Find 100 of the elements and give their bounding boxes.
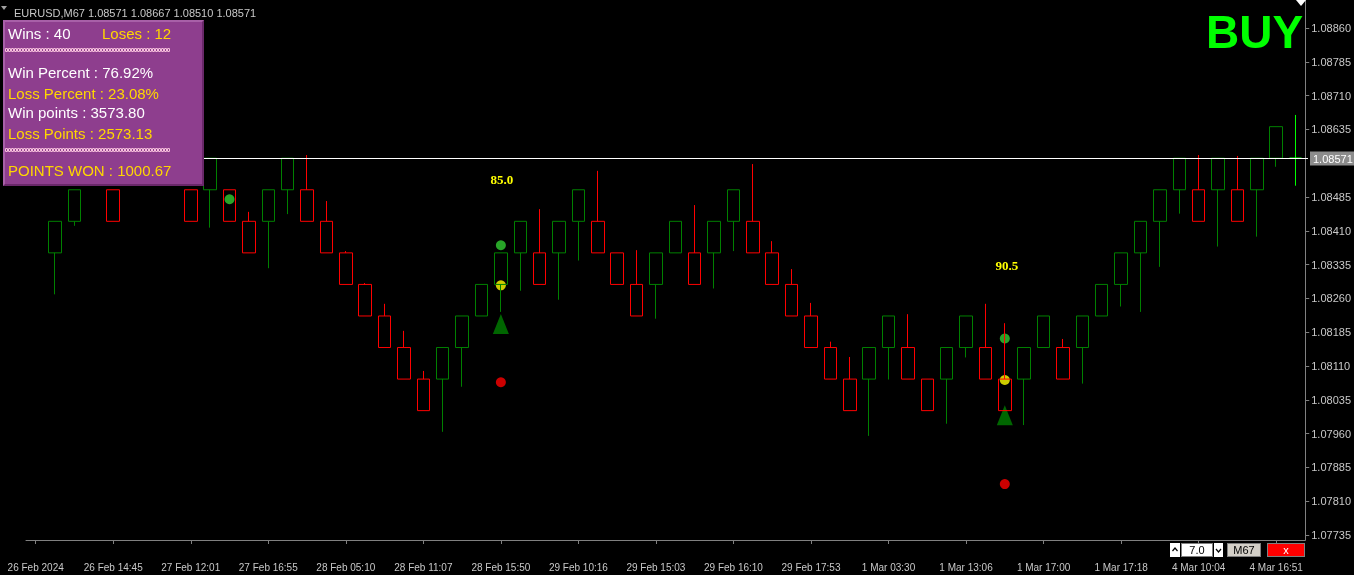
point [996, 405, 1013, 426]
annotation: Win points : 3573.80 [8, 104, 145, 121]
candlestick [378, 303, 391, 349]
candlestick [940, 347, 953, 425]
candlestick [824, 341, 837, 380]
annotation: 85.0 [490, 172, 514, 187]
candlestick [765, 240, 779, 285]
candlestick [106, 189, 120, 222]
y-tick-label: 1.08335 [1311, 258, 1351, 271]
candlestick [979, 303, 992, 380]
y-tick-label: 1.08485 [1311, 190, 1351, 203]
x-tick-label: 28 Feb 05:10 [316, 561, 376, 573]
point [495, 377, 506, 388]
candlestick [358, 282, 372, 317]
x-tick-label: 27 Feb 16:55 [238, 561, 299, 573]
candlestick [1250, 157, 1264, 238]
x-tick-label: 4 Mar 10:04 [1171, 561, 1226, 573]
close-button: x [1267, 543, 1305, 557]
y-tick-label: 1.07885 [1311, 461, 1351, 474]
x-tick-label: 1 Mar 13:06 [939, 561, 994, 573]
candlestick [688, 204, 701, 285]
x-tick-label: 27 Feb 12:01 [161, 561, 221, 573]
x-tick-label: 29 Feb 16:10 [703, 561, 764, 573]
candlestick [921, 378, 934, 412]
candlestick [746, 163, 760, 254]
candlestick [262, 189, 275, 269]
candlestick [630, 249, 643, 317]
candlestick [475, 283, 488, 317]
x-tick-label: 4 Mar 16:51 [1249, 561, 1304, 573]
x-tick-label: 28 Feb 11:07 [394, 561, 453, 573]
y-tick-label: 1.08035 [1311, 393, 1351, 406]
candlestick [223, 189, 236, 222]
candlestick [514, 220, 527, 292]
candlestick [417, 370, 430, 412]
annotation: Loss Percent : 23.08% [8, 85, 159, 102]
candlestick [1095, 283, 1108, 317]
candlestick [901, 313, 915, 380]
annotation: POINTS WON : 1000.67 [8, 162, 172, 179]
x-tick-label: 29 Feb 10:16 [548, 561, 609, 573]
candlestick [1231, 155, 1244, 222]
candlestick [727, 189, 740, 252]
candlestick [1037, 315, 1050, 349]
point [999, 479, 1010, 490]
annotation: Loss Points : 2573.13 [8, 125, 153, 142]
point [495, 240, 506, 251]
candlestick [300, 154, 314, 222]
y-tick-label: 1.08710 [1311, 89, 1351, 102]
x-tick-label: 1 Mar 03:30 [861, 561, 916, 573]
candlestick [68, 189, 81, 227]
annotation: Loses : 12 [102, 25, 172, 42]
candlestick [843, 356, 857, 412]
candlestick [1192, 154, 1205, 222]
number-field: 7.0 [1181, 543, 1213, 557]
candlestick [707, 220, 721, 289]
candlestick [785, 268, 798, 317]
annotation: Win Percent : 76.92% [8, 64, 154, 81]
text: EURUSD,M67 1.08571 1.08667 1.08510 1.08571 [14, 6, 257, 19]
y-tick-label: 1.08260 [1311, 292, 1351, 305]
candlestick [455, 315, 469, 388]
x-tick-label: 28 Feb 15:50 [471, 561, 531, 573]
ref-line-label: 1.08571 [1313, 152, 1353, 165]
candlestick [669, 220, 682, 254]
candlestick [48, 220, 62, 295]
candlestick [552, 220, 566, 301]
candlestick [882, 315, 895, 381]
x-tick-label: 29 Feb 15:03 [626, 561, 686, 573]
candlestick [959, 315, 973, 358]
candlestick [610, 252, 624, 285]
candlestick [1114, 252, 1128, 308]
candlestick [1269, 126, 1283, 168]
x-tick-label: 26 Feb 2024 [7, 561, 65, 573]
candlestick [1211, 157, 1225, 248]
y-tick-label: 1.07735 [1311, 529, 1351, 542]
candlestick [533, 208, 546, 285]
point [492, 314, 509, 335]
candlestick [242, 211, 256, 254]
point [224, 194, 235, 205]
y-tick-label: 1.08185 [1311, 326, 1351, 339]
candlestick [1134, 220, 1147, 313]
y-tick-label: 1.08635 [1311, 123, 1351, 136]
candlestick [397, 330, 411, 380]
y-tick-label: 1.07810 [1311, 495, 1351, 508]
y-tick-label: 1.08410 [1311, 224, 1351, 237]
y-tick-label: 1.08110 [1311, 360, 1351, 373]
candlestick [804, 302, 818, 349]
y-tick-label: 1.08785 [1311, 55, 1351, 68]
x-tick-label: 26 Feb 14:45 [83, 561, 144, 573]
candlestick [320, 200, 333, 254]
candlestick [184, 189, 198, 222]
candlestick [1017, 347, 1031, 426]
candlestick [862, 347, 876, 437]
x-tick-label: 29 Feb 17:53 [781, 561, 841, 573]
timeframe-button: M67 [1227, 543, 1261, 557]
candlestick [591, 170, 605, 254]
annotation: BUY [1206, 6, 1304, 58]
x-tick-label: 1 Mar 17:18 [1094, 561, 1149, 573]
y-tick-label: 1.08860 [1311, 21, 1351, 34]
candlestick [649, 252, 663, 320]
x-tick-label: 1 Mar 17:00 [1016, 561, 1071, 573]
y-tick-label: 1.07960 [1311, 427, 1351, 440]
